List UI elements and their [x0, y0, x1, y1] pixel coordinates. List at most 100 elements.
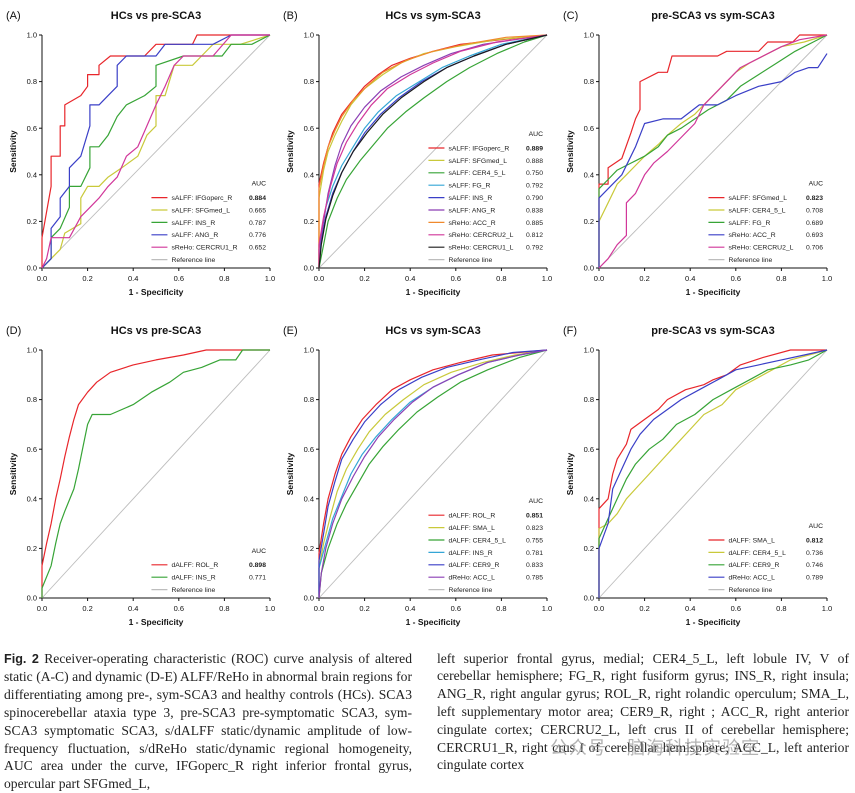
y-tick-label: 0.2 — [304, 217, 314, 226]
panel-label: (E) — [283, 325, 298, 337]
y-tick-label: 0.0 — [304, 264, 314, 273]
reference-line — [41, 349, 271, 599]
y-tick-label: 1.0 — [304, 31, 314, 40]
legend-label: Reference line — [171, 587, 215, 594]
y-axis-label: Sensitivity — [565, 452, 575, 495]
x-tick-label: 0.0 — [314, 274, 324, 283]
x-tick-label: 1.0 — [265, 604, 275, 613]
roc-curve — [598, 349, 828, 598]
roc-curve — [41, 349, 270, 598]
x-tick-label: 0.4 — [128, 274, 138, 283]
figure-label: Fig. 2 — [4, 651, 39, 666]
legend-auc-value: 0.792 — [526, 183, 543, 190]
legend-label: sALFF: IFGoperc_R — [448, 145, 509, 152]
x-tick-label: 0.2 — [639, 604, 649, 613]
y-axis-label: Sensitivity — [285, 130, 295, 173]
x-tick-label: 0.6 — [174, 604, 184, 613]
roc-curve — [41, 34, 270, 269]
x-tick-label: 0.4 — [685, 274, 695, 283]
reference-line — [318, 349, 548, 599]
legend-label: sALFF: ANG_R — [448, 207, 495, 214]
x-axis-label: 1 - Specificity — [686, 287, 741, 297]
y-tick-label: 1.0 — [27, 31, 37, 40]
panel-label: (D) — [6, 325, 21, 337]
x-axis-label: 1 - Specificity — [406, 287, 461, 297]
caption-right-text: left superior frontal gyrus, medial; CER… — [437, 650, 849, 773]
x-tick-label: 0.0 — [594, 604, 604, 613]
y-tick-label: 0.6 — [27, 445, 37, 454]
roc-chart-f: (F) pre-SCA3 vs sym-SCA3 0.00.0 0.2 0.2 0.4 0.… — [563, 325, 832, 627]
chart-title: pre-SCA3 vs sym-SCA3 — [651, 325, 775, 337]
legend-auc-value: 0.736 — [806, 550, 823, 557]
x-tick-label: 0.2 — [82, 274, 92, 283]
roc-curve — [598, 34, 828, 269]
reference-line — [598, 34, 828, 269]
y-tick-label: 0.4 — [584, 170, 594, 179]
y-tick-label: 0.0 — [584, 594, 594, 603]
panel-label: (A) — [6, 10, 21, 22]
y-tick-label: 0.2 — [27, 217, 37, 226]
roc-curve — [318, 34, 548, 268]
y-tick-label: 0.6 — [304, 124, 314, 133]
x-tick-label: 0.6 — [451, 604, 461, 613]
legend-auc-value: 0.789 — [806, 575, 823, 582]
legend-auc-header: AUC — [809, 523, 823, 530]
legend-label: sALFF: FG_R — [728, 220, 770, 227]
legend-auc-value: 0.823 — [806, 195, 823, 202]
legend-auc-header: AUC — [809, 181, 823, 188]
legend-auc-value: 0.781 — [526, 550, 543, 557]
legend-auc-value: 0.776 — [249, 232, 266, 239]
legend-label: Reference line — [728, 587, 772, 594]
legend-label: sReHo: ACC_R — [728, 232, 775, 239]
legend-label: dALFF: INS_R — [171, 575, 215, 582]
legend-auc-value: 0.888 — [526, 158, 543, 165]
roc-curve — [318, 34, 548, 268]
x-tick-label: 0.8 — [496, 604, 506, 613]
roc-chart-b: (B) HCs vs sym-SCA3 0.00.0 0.2 0.2 0.4 0.4 0.6 0… — [283, 10, 552, 297]
y-tick-label: 0.2 — [27, 544, 37, 553]
legend-auc-value: 0.889 — [526, 145, 543, 152]
y-tick-label: 0.0 — [27, 594, 37, 603]
legend-label: dReHo: ACC_L — [728, 575, 775, 582]
y-tick-label: 0.8 — [584, 77, 594, 86]
legend-auc-value: 0.771 — [249, 575, 266, 582]
reference-line — [318, 34, 548, 269]
x-tick-label: 0.0 — [314, 604, 324, 613]
legend-auc-value: 0.851 — [526, 513, 543, 520]
roc-curve — [41, 34, 270, 269]
y-tick-label: 0.0 — [27, 264, 37, 273]
figure-caption-right: left superior frontal gyrus, medial; CER… — [437, 650, 849, 775]
roc-chart-a: (A) HCs vs pre-SCA3 0.00.0 0.2 0.2 0.4 0.4 0.6 0… — [6, 10, 275, 297]
y-tick-label: 0.8 — [304, 395, 314, 404]
legend-auc-value: 0.812 — [806, 537, 823, 544]
roc-curve — [318, 349, 548, 599]
x-tick-label: 0.0 — [37, 274, 47, 283]
x-tick-label: 0.2 — [359, 274, 369, 283]
legend-label: sALFF: CER4_5_L — [448, 170, 505, 177]
legend-label: sALFF: FG_R — [448, 183, 490, 190]
x-tick-label: 1.0 — [542, 274, 552, 283]
y-tick-label: 0.8 — [304, 77, 314, 86]
legend-label: sReHo: CERCRU2_L — [448, 232, 513, 239]
legend-label: Reference line — [171, 257, 215, 264]
legend-label: dALFF: SMA_L — [728, 537, 775, 544]
y-tick-label: 0.6 — [304, 445, 314, 454]
x-tick-label: 1.0 — [822, 274, 832, 283]
legend-auc-header: AUC — [529, 498, 543, 505]
legend-label: sALFF: ANG_R — [171, 232, 218, 239]
x-tick-label: 0.6 — [731, 604, 741, 613]
roc-curve — [598, 53, 828, 268]
legend-label: dALFF: CER9_R — [728, 562, 779, 569]
legend-label: dALFF: CER4_5_L — [448, 537, 506, 544]
y-tick-label: 0.6 — [584, 445, 594, 454]
y-tick-label: 0.0 — [304, 594, 314, 603]
roc-curve — [598, 34, 827, 268]
x-tick-label: 0.8 — [776, 274, 786, 283]
chart-title: HCs vs sym-SCA3 — [385, 10, 480, 22]
x-tick-label: 0.4 — [685, 604, 695, 613]
legend-auc-value: 0.652 — [249, 245, 266, 252]
legend-auc-value: 0.792 — [526, 245, 543, 252]
x-tick-label: 1.0 — [822, 604, 832, 613]
legend-label: sReHo: CERCRU1_R — [171, 245, 237, 252]
legend-label: Reference line — [728, 257, 772, 264]
